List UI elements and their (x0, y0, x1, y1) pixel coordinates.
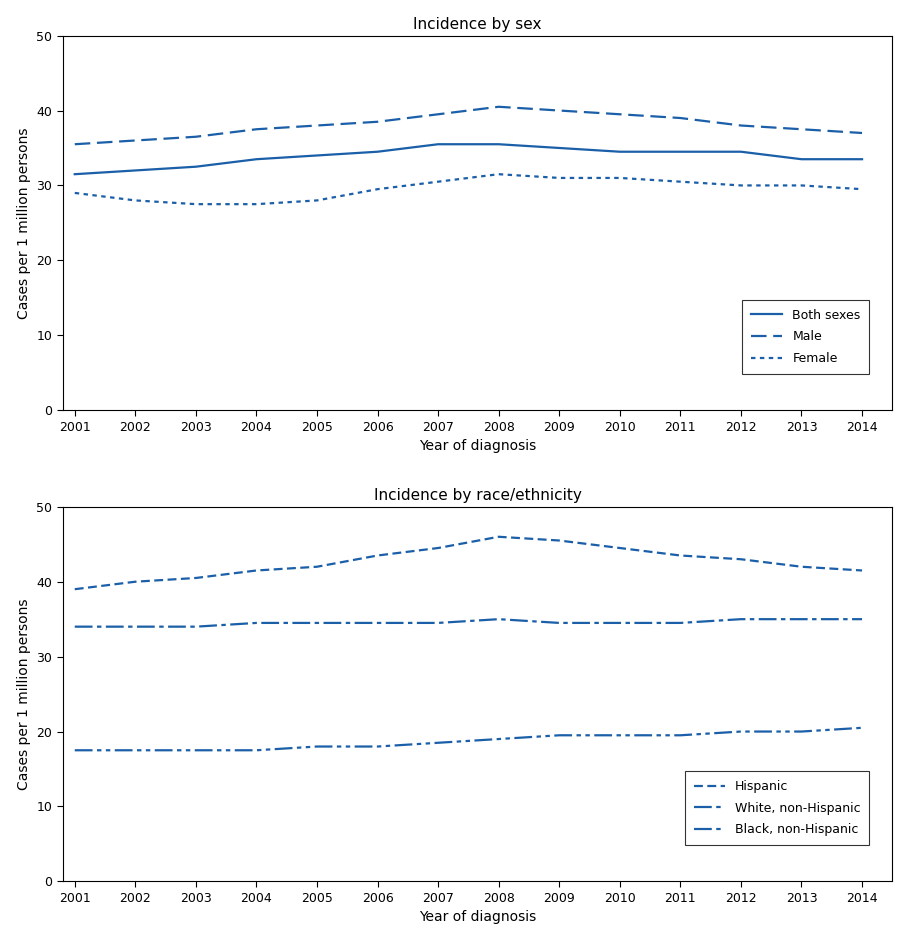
Hispanic (433, 542, 444, 553)
White, non-Hispanic (251, 617, 262, 629)
Male (494, 101, 504, 112)
Hispanic (735, 553, 746, 565)
Hispanic (130, 576, 141, 587)
Hispanic (312, 561, 323, 572)
Female (372, 183, 383, 195)
Black, non-Hispanic (674, 729, 685, 741)
Male (433, 108, 444, 120)
Hispanic (190, 572, 201, 583)
White, non-Hispanic (554, 617, 564, 629)
Female (69, 187, 80, 199)
Male (554, 104, 564, 116)
Male (856, 127, 867, 138)
Line: White, non-Hispanic: White, non-Hispanic (75, 619, 862, 627)
Black, non-Hispanic (554, 729, 564, 741)
Female (190, 199, 201, 210)
Female (735, 180, 746, 191)
Male (372, 116, 383, 127)
White, non-Hispanic (433, 617, 444, 629)
Both sexes (433, 138, 444, 150)
Female (674, 176, 685, 187)
Male (674, 112, 685, 123)
Female (251, 199, 262, 210)
Title: Incidence by race/ethnicity: Incidence by race/ethnicity (374, 487, 582, 502)
Black, non-Hispanic (433, 737, 444, 748)
Both sexes (796, 153, 807, 165)
Hispanic (494, 531, 504, 542)
Y-axis label: Cases per 1 million persons: Cases per 1 million persons (16, 598, 31, 789)
Line: Hispanic: Hispanic (75, 536, 862, 589)
Female (312, 195, 323, 206)
Both sexes (130, 165, 141, 176)
Female (796, 180, 807, 191)
Both sexes (312, 150, 323, 161)
Male (130, 135, 141, 146)
White, non-Hispanic (614, 617, 625, 629)
Title: Incidence by sex: Incidence by sex (414, 17, 542, 32)
Both sexes (735, 146, 746, 157)
Black, non-Hispanic (796, 726, 807, 737)
Legend: Hispanic, White, non-Hispanic, Black, non-Hispanic: Hispanic, White, non-Hispanic, Black, no… (685, 771, 870, 845)
Black, non-Hispanic (494, 733, 504, 744)
White, non-Hispanic (735, 614, 746, 625)
Female (554, 172, 564, 183)
Both sexes (190, 161, 201, 172)
Hispanic (251, 565, 262, 576)
Female (130, 195, 141, 206)
Hispanic (69, 583, 80, 595)
White, non-Hispanic (856, 614, 867, 625)
Both sexes (674, 146, 685, 157)
Hispanic (796, 561, 807, 572)
Hispanic (856, 565, 867, 576)
Male (69, 138, 80, 150)
Male (312, 120, 323, 131)
White, non-Hispanic (69, 621, 80, 632)
Y-axis label: Cases per 1 million persons: Cases per 1 million persons (16, 127, 31, 319)
Black, non-Hispanic (251, 744, 262, 756)
Both sexes (494, 138, 504, 150)
Male (735, 120, 746, 131)
Female (856, 183, 867, 195)
Hispanic (372, 550, 383, 561)
X-axis label: Year of diagnosis: Year of diagnosis (419, 910, 536, 924)
Line: Both sexes: Both sexes (75, 144, 862, 174)
Legend: Both sexes, Male, Female: Both sexes, Male, Female (743, 300, 870, 374)
Both sexes (372, 146, 383, 157)
Both sexes (856, 153, 867, 165)
X-axis label: Year of diagnosis: Year of diagnosis (419, 439, 536, 454)
Both sexes (554, 142, 564, 153)
Both sexes (614, 146, 625, 157)
Black, non-Hispanic (190, 744, 201, 756)
White, non-Hispanic (312, 617, 323, 629)
White, non-Hispanic (190, 621, 201, 632)
Male (796, 123, 807, 135)
Black, non-Hispanic (372, 741, 383, 752)
Male (614, 108, 625, 120)
Line: Female: Female (75, 174, 862, 204)
Black, non-Hispanic (312, 741, 323, 752)
Line: Male: Male (75, 106, 862, 144)
Female (494, 168, 504, 180)
Female (433, 176, 444, 187)
Hispanic (674, 550, 685, 561)
Female (614, 172, 625, 183)
White, non-Hispanic (674, 617, 685, 629)
Male (190, 131, 201, 142)
Line: Black, non-Hispanic: Black, non-Hispanic (75, 727, 862, 750)
Black, non-Hispanic (614, 729, 625, 741)
White, non-Hispanic (130, 621, 141, 632)
White, non-Hispanic (494, 614, 504, 625)
Both sexes (69, 168, 80, 180)
Black, non-Hispanic (130, 744, 141, 756)
Hispanic (614, 542, 625, 553)
White, non-Hispanic (372, 617, 383, 629)
Black, non-Hispanic (735, 726, 746, 737)
Black, non-Hispanic (69, 744, 80, 756)
Male (251, 123, 262, 135)
White, non-Hispanic (796, 614, 807, 625)
Black, non-Hispanic (856, 722, 867, 733)
Hispanic (554, 534, 564, 546)
Both sexes (251, 153, 262, 165)
